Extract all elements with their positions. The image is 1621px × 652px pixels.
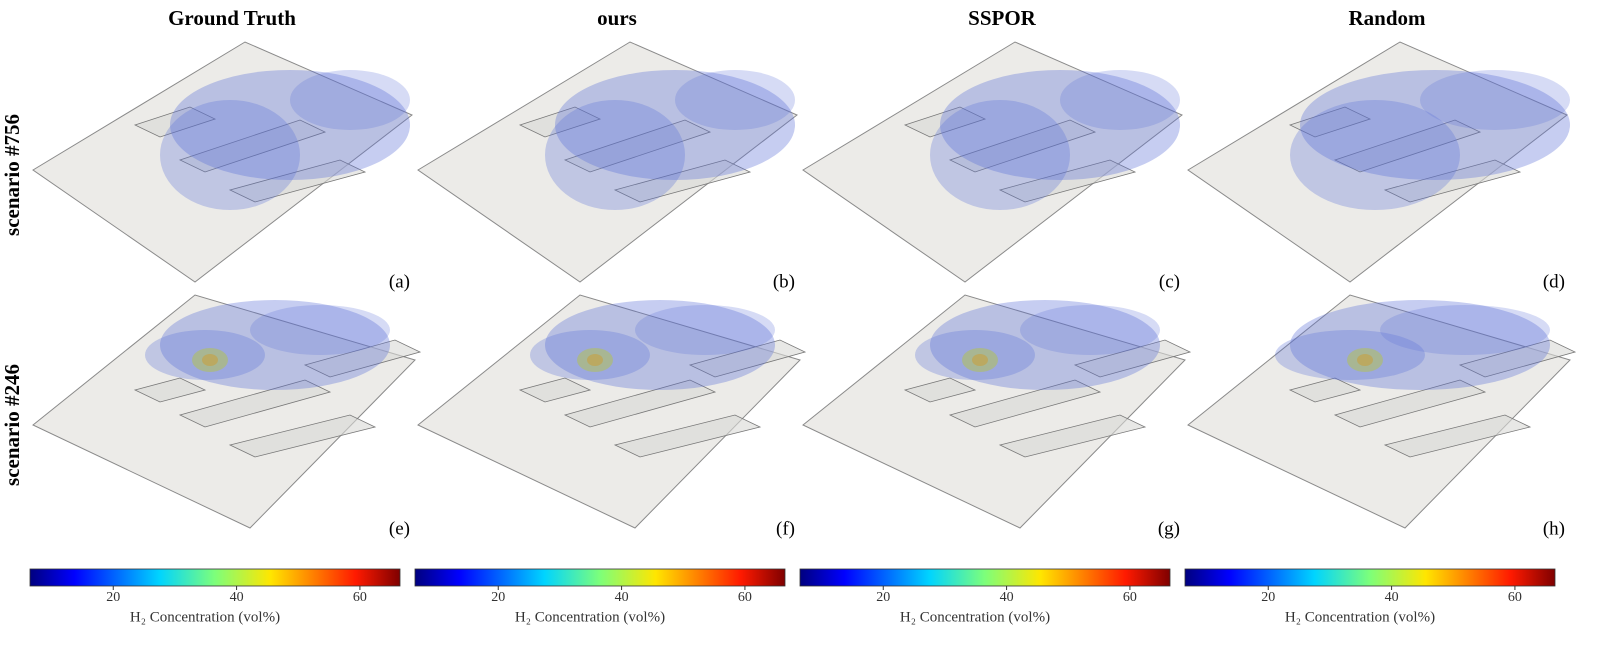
structure (688, 339, 807, 378)
plume (290, 70, 410, 130)
row-label: scenario #756 (0, 114, 24, 236)
colorbar: 20 40 60 H₂ Concentration (vol%) (1184, 568, 1556, 625)
structure (178, 119, 327, 173)
plume (1380, 305, 1550, 355)
panel-label: (g) (1158, 518, 1180, 539)
structure (1073, 339, 1192, 378)
structure (1333, 379, 1487, 428)
structure (1383, 159, 1522, 203)
tick-label: 20 (491, 590, 505, 605)
render-panel: (c) (802, 41, 1183, 292)
render-panel: (h) (1187, 294, 1577, 539)
structure (563, 119, 712, 173)
colorbar-label: H₂ Concentration (vol%) (1285, 609, 1435, 625)
structure (1288, 377, 1362, 403)
render-panel: (b) (417, 41, 798, 292)
structure (903, 377, 977, 403)
plume (170, 70, 410, 180)
colorbar-label: H₂ Concentration (vol%) (130, 609, 280, 625)
structure (1458, 339, 1577, 378)
plume-core (202, 354, 218, 366)
structure (133, 106, 217, 138)
structure (613, 159, 752, 203)
panel-label: (d) (1543, 271, 1565, 292)
panel-label: (c) (1159, 271, 1180, 292)
plume (1420, 70, 1570, 130)
tick-label: 20 (106, 590, 120, 605)
render-panel: (e) (32, 294, 422, 539)
colorbar-label: H₂ Concentration (vol%) (900, 609, 1050, 625)
tick-label: 40 (615, 590, 629, 605)
structure (998, 159, 1137, 203)
panel-label: (a) (389, 271, 410, 292)
tick-label: 20 (876, 590, 890, 605)
plume (1300, 70, 1570, 180)
plume (555, 70, 795, 180)
plume (930, 100, 1070, 210)
plume (1020, 305, 1160, 355)
plume (940, 70, 1180, 180)
colorbar-scale (414, 568, 786, 587)
structure (998, 414, 1147, 458)
structure (948, 379, 1102, 428)
plume (250, 305, 390, 355)
tick-label: 20 (1261, 590, 1275, 605)
render-panel: (g) (802, 294, 1192, 539)
plume (675, 70, 795, 130)
column-title: Ground Truth (168, 6, 296, 30)
colorbar: 20 40 60 H₂ Concentration (vol%) (799, 568, 1171, 625)
column-title: ours (597, 6, 637, 30)
tick-label: 60 (353, 590, 367, 605)
structure (563, 379, 717, 428)
structure (133, 377, 207, 403)
render-panel: (a) (32, 41, 413, 292)
structure (1288, 106, 1372, 138)
colorbar-label: H₂ Concentration (vol%) (515, 609, 665, 625)
structure (1383, 414, 1532, 458)
colorbar-scale (1184, 568, 1556, 587)
panel-label: (h) (1543, 518, 1565, 539)
panel-label: (b) (773, 271, 795, 292)
panel-label: (f) (776, 518, 795, 539)
plume-core (587, 354, 603, 366)
structure (178, 379, 332, 428)
tick-label: 60 (738, 590, 752, 605)
tick-label: 40 (1385, 590, 1399, 605)
plume (160, 100, 300, 210)
row-label: scenario #246 (0, 364, 24, 486)
structure (228, 414, 377, 458)
structure (1333, 119, 1482, 173)
plume (1060, 70, 1180, 130)
structure (903, 106, 987, 138)
panel-label: (e) (389, 518, 410, 539)
plume-core (1357, 354, 1373, 366)
colorbar: 20 40 60 H₂ Concentration (vol%) (414, 568, 786, 625)
colorbar-scale (29, 568, 401, 587)
plume-core (972, 354, 988, 366)
structure (518, 377, 592, 403)
column-title: Random (1348, 6, 1426, 30)
tick-label: 60 (1508, 590, 1522, 605)
tick-label: 60 (1123, 590, 1137, 605)
structure (303, 339, 422, 378)
plume (1290, 100, 1460, 210)
column-title: SSPOR (968, 6, 1037, 30)
tick-label: 40 (1000, 590, 1014, 605)
plume (545, 100, 685, 210)
structure (228, 159, 367, 203)
structure (518, 106, 602, 138)
render-panel: (d) (1187, 41, 1570, 292)
plume (635, 305, 775, 355)
tick-label: 40 (230, 590, 244, 605)
structure (948, 119, 1097, 173)
render-panel: (f) (417, 294, 807, 539)
colorbar-scale (799, 568, 1171, 587)
colorbar: 20 40 60 H₂ Concentration (vol%) (29, 568, 401, 625)
structure (613, 414, 762, 458)
